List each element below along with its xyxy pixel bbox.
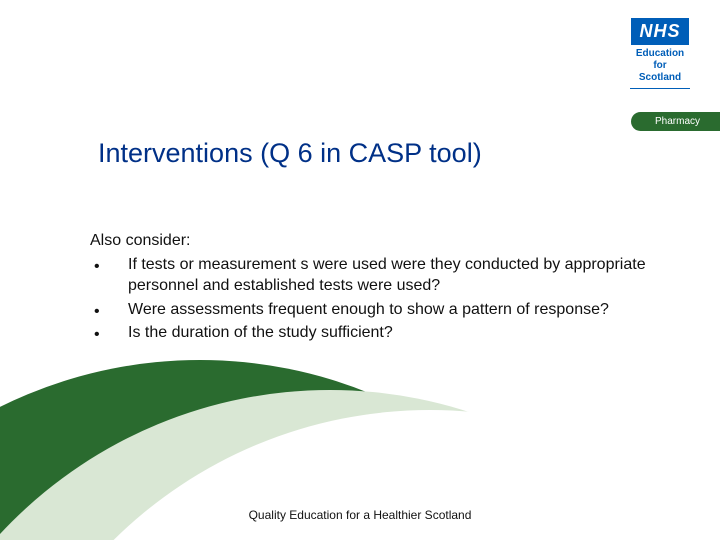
list-item: • If tests or measurement s were used we… (94, 254, 650, 299)
list-item-text: If tests or measurement s were used were… (128, 254, 650, 299)
slide-footer: Quality Education for a Healthier Scotla… (0, 508, 720, 522)
department-pill: Pharmacy (631, 112, 720, 131)
slide-body: Also consider: • If tests or measurement… (90, 230, 650, 346)
logo-sub-line: for (653, 60, 666, 71)
logo-divider (630, 88, 690, 89)
logo-sub-line: Scotland (639, 72, 681, 83)
bullet-dot: • (94, 322, 128, 346)
nhs-logo-subtext: Education for Scotland (630, 48, 690, 84)
list-item: • Is the duration of the study sufficien… (94, 322, 650, 346)
list-item-text: Is the duration of the study sufficient? (128, 322, 650, 346)
list-item: • Were assessments frequent enough to sh… (94, 299, 650, 323)
body-lead: Also consider: (90, 230, 650, 252)
nhs-logo-mark: NHS (631, 18, 688, 45)
bullet-list: • If tests or measurement s were used we… (94, 254, 650, 346)
logo-sub-line: Education (636, 48, 684, 59)
nhs-logo: NHS Education for Scotland (630, 18, 690, 89)
list-item-text: Were assessments frequent enough to show… (128, 299, 650, 323)
slide-title: Interventions (Q 6 in CASP tool) (98, 138, 482, 169)
bullet-dot: • (94, 254, 128, 299)
bullet-dot: • (94, 299, 128, 323)
